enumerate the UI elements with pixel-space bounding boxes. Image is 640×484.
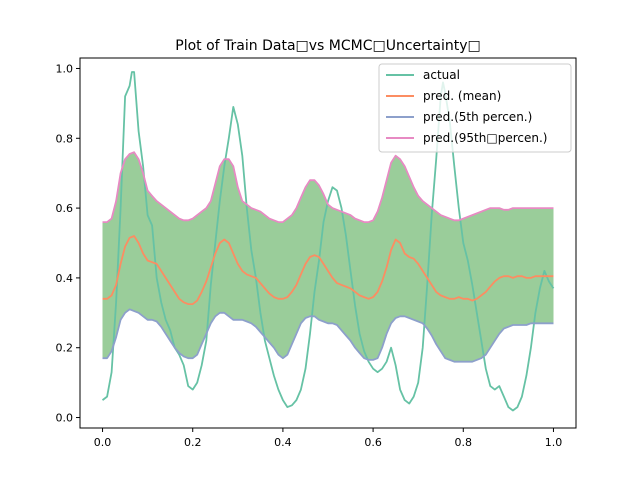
legend-label: pred.(5th percen.) [423,110,532,124]
y-axis: 0.0 0.2 0.4 0.6 0.8 1.0 [56,62,80,425]
legend-label: pred. (mean) [423,89,501,103]
x-tick-label: 0.4 [274,436,292,449]
x-tick-label: 0.0 [94,436,112,449]
series-line-1 [102,235,554,305]
y-tick-label: 1.0 [56,62,74,75]
x-tick-label: 0.6 [364,436,382,449]
y-tick-label: 0.0 [56,412,74,425]
chart-title: Plot of Train Data□vs MCMC□Uncertainty□ [175,38,480,54]
legend: actual pred. (mean) pred.(5th percen.) pred… [378,63,572,153]
axes-frame [79,57,577,429]
y-tick-label: 0.2 [56,342,74,355]
x-tick-label: 0.8 [455,436,473,449]
y-tick-label: 0.8 [56,132,74,145]
y-tick-label: 0.4 [56,272,74,285]
x-axis: 0.0 0.2 0.4 0.6 0.8 1.0 [94,428,562,449]
series-line-2 [102,308,554,363]
legend-label: actual [423,68,460,82]
x-tick-label: 0.2 [184,436,202,449]
x-tick-label: 1.0 [545,436,563,449]
legend-label: pred.(95th□percen.) [423,131,547,145]
y-tick-label: 0.6 [56,202,74,215]
legend-box [378,63,572,153]
plot-area [101,71,555,412]
uncertainty-band [102,152,554,362]
series-line-3 [102,151,554,223]
